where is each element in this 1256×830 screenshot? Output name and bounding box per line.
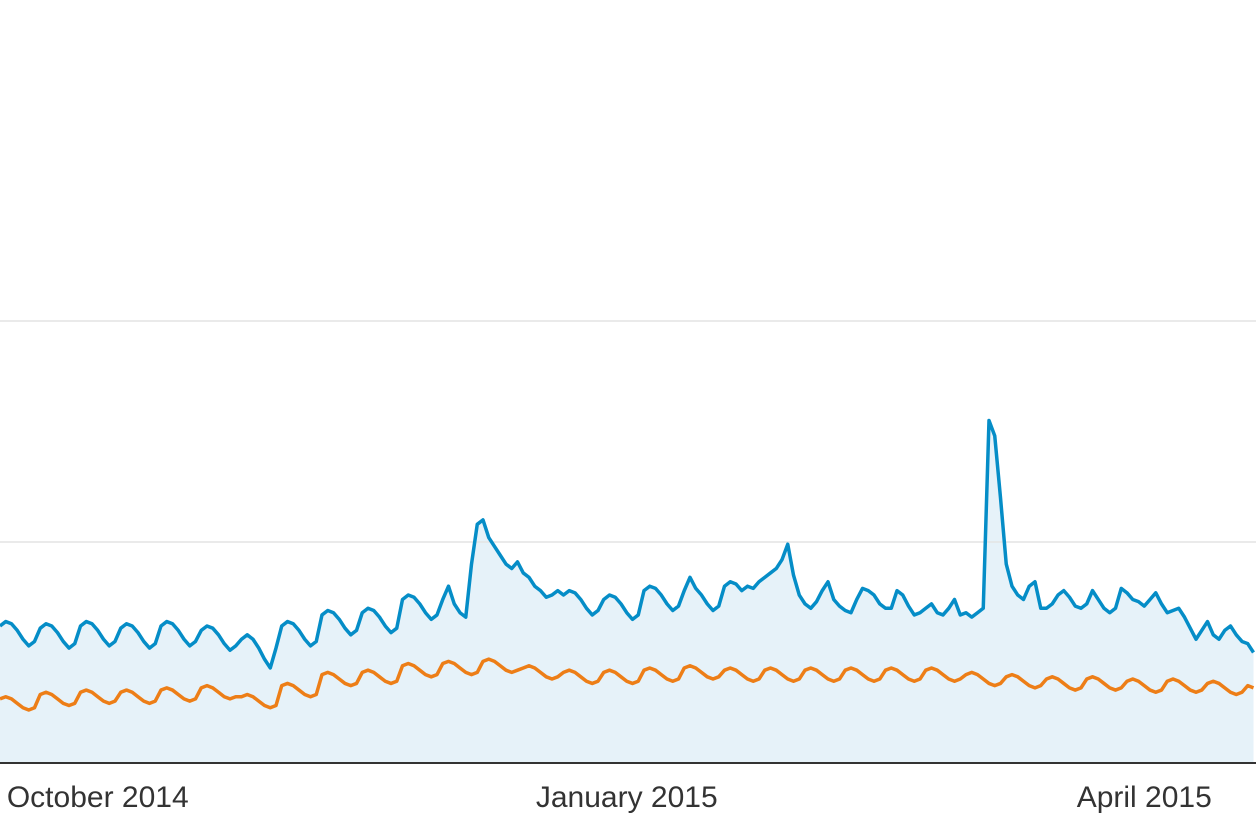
area [0, 420, 1254, 763]
x-tick-label: April 2015 [1077, 781, 1212, 814]
x-tick-label: October 2014 [7, 781, 189, 814]
x-tick-label: January 2015 [536, 781, 718, 814]
line [0, 418, 1255, 670]
line [0, 657, 1255, 712]
